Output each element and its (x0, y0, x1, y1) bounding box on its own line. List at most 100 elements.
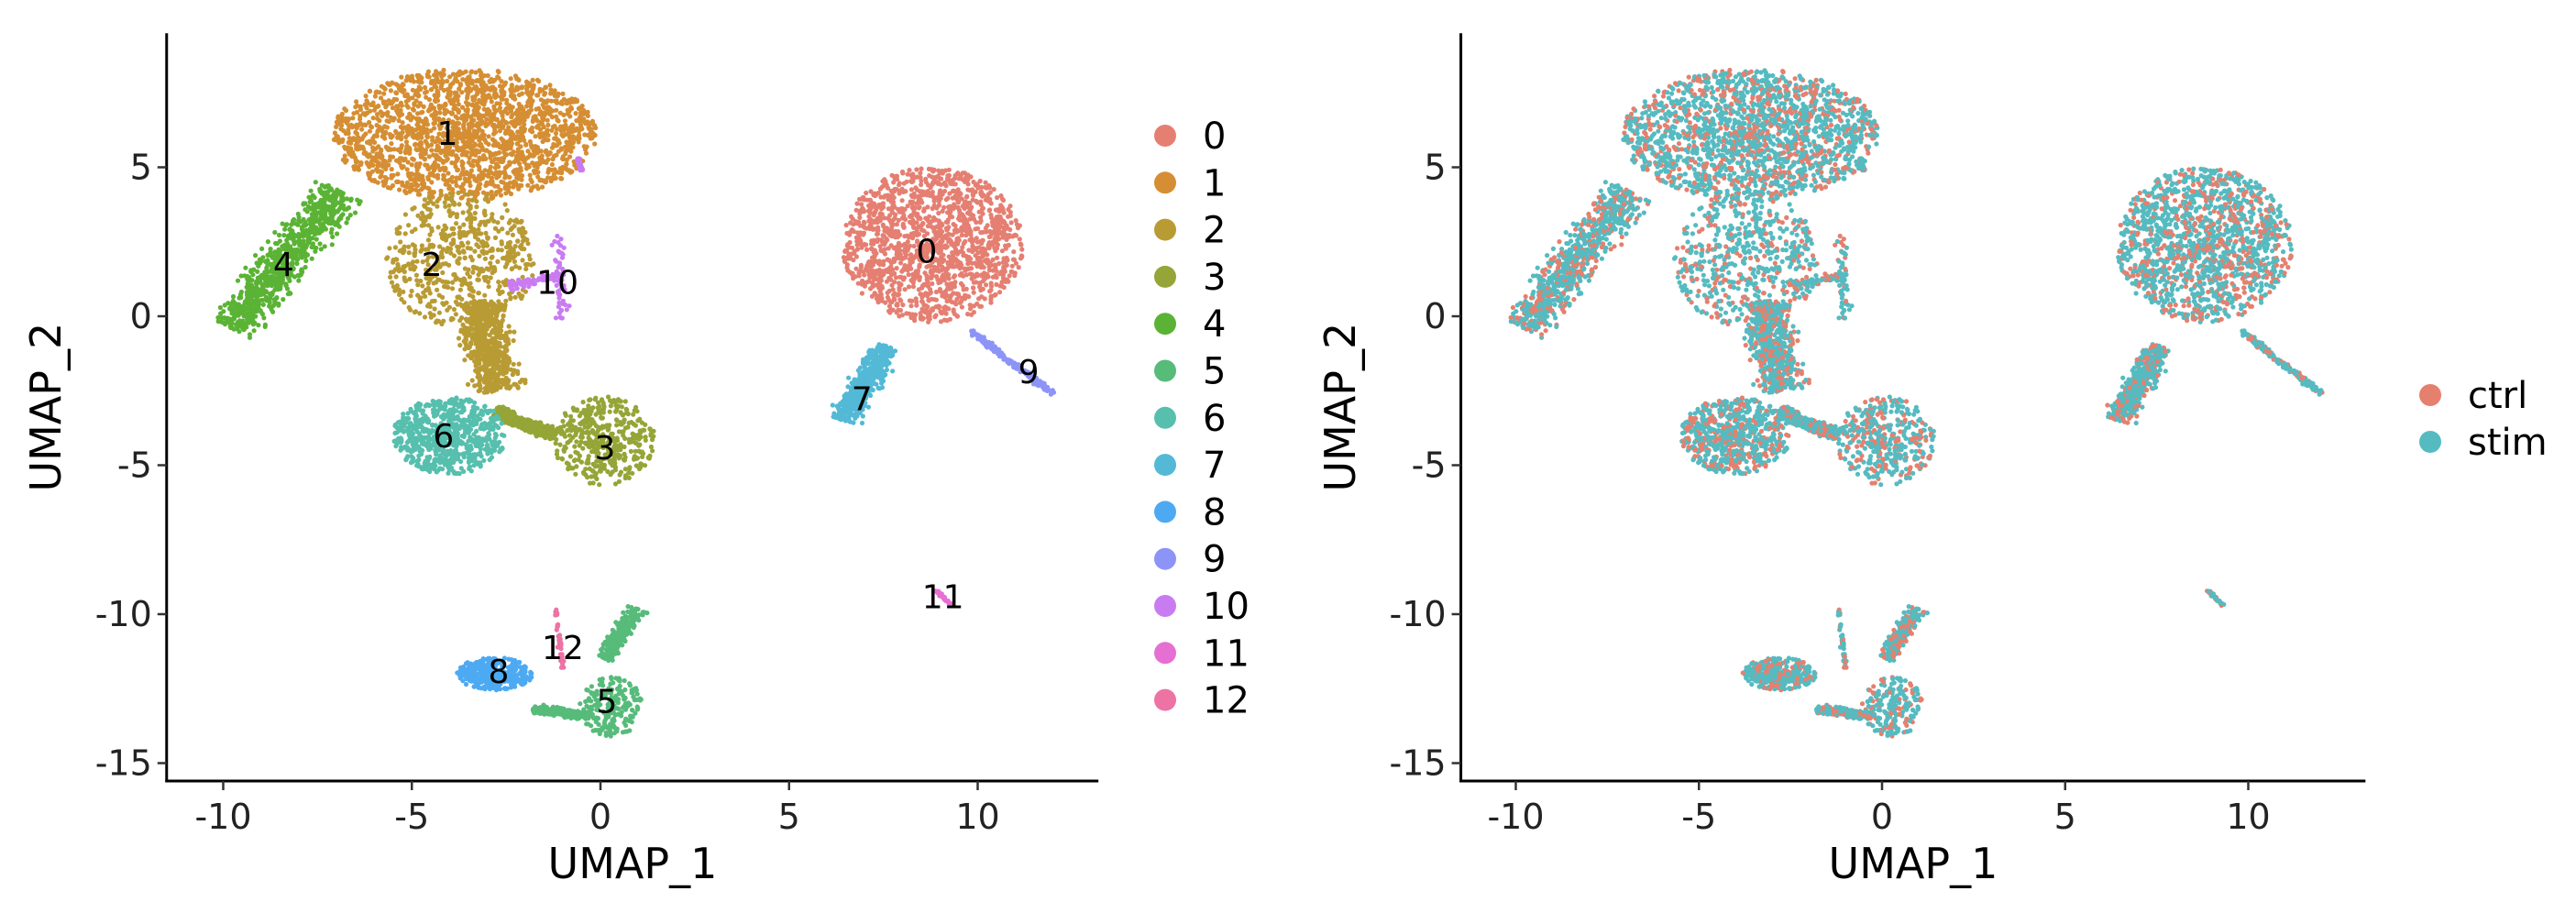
data-point (860, 278, 865, 283)
data-point (990, 239, 996, 245)
data-point (925, 218, 930, 224)
data-point (508, 120, 514, 126)
data-point (889, 234, 895, 239)
data-point (468, 322, 475, 327)
data-point (858, 262, 864, 268)
data-point (488, 164, 493, 170)
data-point (979, 184, 985, 190)
data-point (457, 245, 462, 250)
data-point (358, 114, 363, 119)
data-point (477, 97, 482, 103)
data-point (479, 142, 484, 148)
data-point (395, 104, 401, 109)
data-point (947, 316, 952, 322)
data-point (418, 110, 424, 116)
data-point (375, 162, 380, 168)
data-point (974, 236, 979, 241)
data-point (411, 267, 417, 272)
data-point (446, 203, 452, 208)
data-point (508, 129, 513, 135)
data-point (939, 221, 944, 226)
data-point (951, 309, 956, 314)
data-point (909, 298, 915, 303)
data-point (460, 248, 466, 254)
data-point (477, 253, 482, 258)
data-point (567, 136, 573, 141)
data-point (893, 275, 899, 280)
data-point (369, 125, 375, 130)
data-point (614, 423, 620, 428)
data-point (964, 222, 970, 227)
data-point (516, 291, 522, 296)
data-point (456, 190, 461, 195)
data-point (438, 85, 444, 91)
data-point (500, 88, 505, 94)
data-point (978, 288, 984, 293)
data-point (943, 270, 949, 275)
data-point (504, 208, 510, 214)
data-point (516, 92, 523, 98)
data-point (456, 107, 461, 113)
data-point (421, 219, 426, 225)
data-point (476, 323, 481, 328)
data-point (920, 307, 926, 314)
data-point (443, 284, 448, 290)
data-point (476, 158, 481, 163)
data-point (931, 198, 937, 204)
data-point (332, 130, 337, 136)
data-point (356, 138, 361, 144)
data-point (913, 312, 919, 317)
data-point (393, 274, 399, 280)
data-point (919, 182, 924, 188)
data-point (947, 295, 952, 301)
data-point (379, 148, 384, 154)
data-point (488, 260, 493, 266)
data-point (354, 99, 359, 104)
data-point (929, 225, 935, 230)
data-point (478, 388, 483, 393)
data-point (482, 213, 488, 218)
data-point (403, 139, 410, 145)
data-point (376, 104, 381, 109)
data-point (518, 219, 524, 225)
data-point (542, 136, 547, 141)
data-point (482, 278, 488, 283)
data-point (472, 142, 478, 148)
data-point (457, 82, 463, 88)
data-point (485, 236, 490, 241)
data-point (896, 229, 901, 235)
data-point (911, 225, 917, 230)
data-point (864, 247, 870, 252)
data-point (476, 226, 481, 233)
data-point (590, 480, 596, 486)
data-point (938, 289, 943, 294)
data-point (384, 125, 390, 130)
data-point (435, 287, 440, 292)
data-point (490, 151, 496, 157)
data-point (491, 92, 497, 97)
data-point (400, 249, 405, 255)
data-point (503, 119, 509, 125)
data-point (574, 464, 579, 469)
data-point (617, 472, 622, 478)
data-point (537, 111, 543, 116)
data-point (988, 262, 994, 268)
data-point (886, 303, 893, 309)
data-point (966, 255, 972, 260)
data-point (389, 175, 394, 181)
data-point (443, 182, 448, 187)
data-point (1016, 265, 1021, 270)
data-point (523, 236, 529, 242)
data-point (925, 204, 930, 210)
data-point (894, 252, 899, 258)
data-point (344, 158, 349, 163)
data-point (984, 282, 989, 288)
data-point (402, 263, 408, 269)
data-point (514, 175, 520, 181)
data-point (845, 254, 851, 260)
data-point (517, 110, 523, 116)
data-point (413, 272, 419, 278)
data-point (449, 226, 455, 232)
data-point (915, 238, 920, 244)
